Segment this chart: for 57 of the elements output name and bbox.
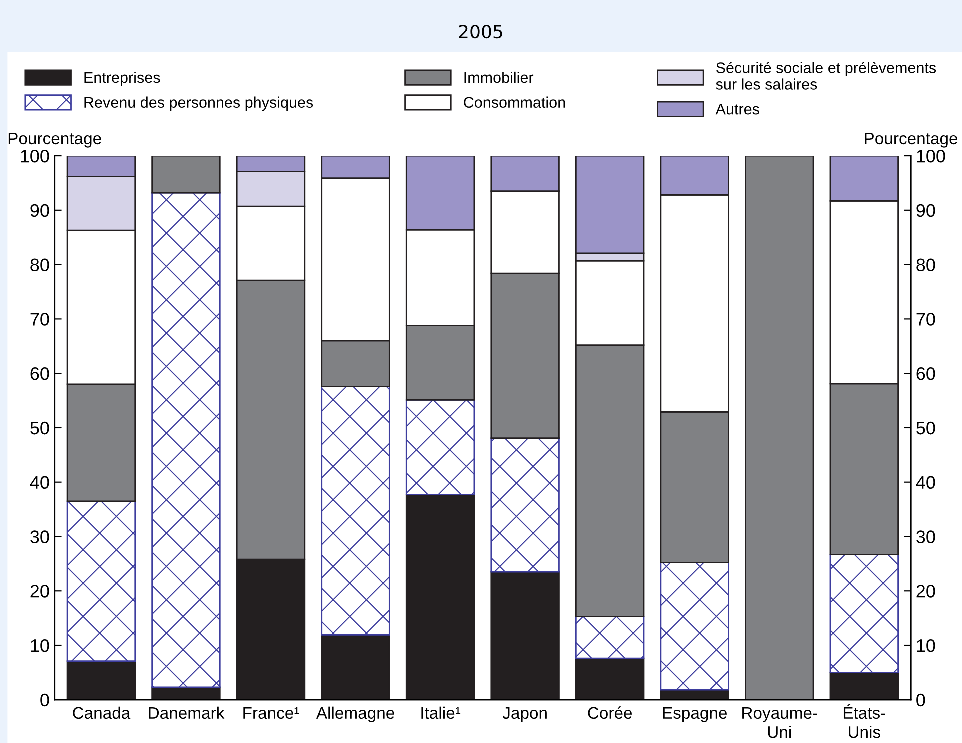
bar [490,571,560,700]
legend-label: Revenu des personnes physiques [84,96,314,112]
x-tick-label: Royaume- Uni [742,707,818,738]
bar [321,634,390,700]
bar [406,494,476,700]
y2-tick-label: 100 [917,150,946,163]
x-tick-label: Japon [502,707,547,722]
y-tick-label: 90 [30,204,50,218]
y-tick-label: 0 [40,694,50,707]
legend-label: Sécurité sociale et prélèvements sur les salaires [716,62,936,90]
y-tick-label: 70 [30,313,50,326]
y-tick-label: 10 [31,639,50,652]
y-tick-label: 80 [30,258,50,272]
x-tick-label: Italie¹ [422,706,461,720]
y2-tick-label: 50 [916,422,936,435]
bar [660,562,730,691]
x-tick-label: Danemark [149,706,225,720]
y-tick-label: 30 [30,530,50,544]
y2-tick-label: 60 [916,368,936,380]
legend-label: Consommation [464,96,566,108]
y2-tick-label: 40 [916,476,936,490]
y-tick-label: 100 [21,150,50,163]
bar [66,660,136,700]
x-tick-label: France¹ [244,707,300,720]
y2-tick-label: 90 [916,204,936,218]
y2-axis-title: Pourcentage [865,132,958,148]
legend-label: Entreprises [84,72,160,86]
bar [575,658,645,700]
y2-tick-label: 0 [916,694,926,707]
x-tick-label: Allemagne [316,706,394,722]
x-tick-label: Corée [588,706,632,720]
y2-tick-label: 20 [916,585,936,598]
y-tick-label: 40 [30,476,50,490]
y-axis-title: Pourcentage [8,132,102,148]
x-tick-label: Canada [73,706,131,720]
y2-tick-label: 10 [917,639,936,652]
chart-title: 2005 [459,25,502,39]
bar [575,616,645,660]
bar [830,554,899,674]
bar [66,500,136,662]
bar [406,400,476,496]
bar [152,156,221,194]
bar [321,386,390,636]
y2-tick-label: 80 [916,258,936,272]
x-tick-label: États- Unis [844,704,886,738]
y2-tick-label: 30 [916,530,936,544]
y-tick-label: 60 [30,368,50,380]
legend-label: Autres [716,104,760,115]
y2-tick-label: 70 [916,313,936,326]
bar [745,156,814,700]
bar [490,438,560,573]
x-tick-label: Espagne [663,707,728,722]
legend-label: Immobilier [464,72,534,84]
y-tick-label: 50 [30,422,50,435]
bar [152,192,221,688]
bar [830,672,899,700]
y-tick-label: 20 [30,585,50,598]
